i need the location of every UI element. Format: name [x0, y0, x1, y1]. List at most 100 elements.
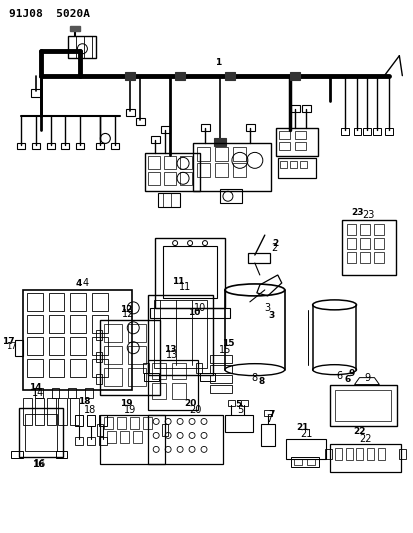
Text: 10: 10 — [193, 303, 206, 313]
Bar — [197, 148, 209, 161]
Bar — [92, 293, 108, 311]
Text: 17: 17 — [6, 342, 17, 351]
Bar — [136, 118, 145, 125]
Text: 22: 22 — [352, 427, 365, 436]
Bar — [58, 398, 67, 425]
Bar — [373, 252, 384, 263]
Text: 12: 12 — [122, 309, 134, 319]
Bar — [85, 387, 93, 398]
Bar — [356, 448, 363, 461]
Bar — [35, 387, 43, 398]
Bar — [224, 71, 234, 79]
Bar — [360, 224, 370, 235]
Bar — [155, 238, 224, 308]
Text: 19: 19 — [124, 405, 136, 415]
Bar — [70, 359, 86, 377]
Bar — [346, 252, 356, 263]
Bar — [117, 417, 126, 430]
Bar — [23, 290, 132, 390]
Bar — [76, 143, 84, 149]
Text: 91J08  5020A: 91J08 5020A — [9, 9, 90, 19]
Text: 4: 4 — [75, 279, 81, 288]
Bar — [360, 252, 370, 263]
Bar — [197, 163, 209, 177]
Text: 12: 12 — [120, 305, 132, 314]
Text: 9: 9 — [347, 369, 354, 378]
Bar — [290, 104, 299, 111]
Text: 16: 16 — [32, 460, 45, 469]
Bar — [277, 158, 315, 179]
Bar — [247, 253, 269, 263]
Bar — [373, 238, 384, 249]
Text: 9: 9 — [363, 373, 370, 383]
Text: 20: 20 — [188, 405, 201, 415]
Bar — [104, 324, 122, 342]
Bar — [46, 143, 55, 149]
Bar — [143, 417, 152, 430]
Bar — [92, 315, 108, 333]
Text: 16: 16 — [34, 459, 47, 470]
Bar — [26, 293, 43, 311]
Text: 2: 2 — [271, 243, 277, 253]
Bar — [96, 143, 104, 149]
Bar — [334, 390, 390, 422]
Bar — [163, 246, 216, 298]
Bar — [128, 324, 146, 342]
Bar — [68, 36, 96, 58]
Bar — [329, 445, 400, 472]
Bar — [152, 362, 166, 378]
Bar — [99, 438, 107, 446]
Bar — [341, 220, 395, 275]
Text: 11: 11 — [178, 282, 191, 292]
Bar — [278, 142, 289, 150]
Bar — [175, 71, 185, 79]
Bar — [301, 104, 310, 111]
Bar — [260, 424, 274, 447]
Text: 10: 10 — [188, 309, 200, 317]
Bar — [158, 193, 180, 207]
Bar — [214, 163, 228, 177]
Bar — [340, 128, 348, 135]
Bar — [70, 398, 79, 425]
Text: 2: 2 — [272, 239, 278, 248]
Bar — [70, 337, 86, 354]
Bar — [228, 400, 234, 406]
Bar — [70, 26, 80, 31]
Text: 11: 11 — [171, 278, 184, 286]
Text: 6: 6 — [344, 375, 350, 384]
Bar — [75, 415, 83, 426]
Bar — [87, 415, 95, 426]
Text: 13: 13 — [164, 345, 176, 354]
Bar — [148, 360, 197, 409]
Bar — [148, 415, 223, 464]
Bar — [233, 148, 245, 161]
Bar — [164, 172, 176, 185]
Bar — [17, 143, 24, 149]
Bar — [399, 449, 405, 459]
Bar — [196, 362, 202, 373]
Bar — [385, 128, 392, 135]
Bar — [55, 451, 67, 458]
Bar — [11, 451, 23, 458]
Bar — [209, 365, 231, 373]
Bar — [26, 359, 43, 377]
Bar — [192, 143, 270, 191]
Bar — [148, 295, 212, 375]
Bar — [278, 132, 289, 140]
Bar — [329, 385, 396, 426]
Text: 22: 22 — [358, 434, 371, 445]
Bar — [107, 431, 116, 443]
Bar — [293, 459, 301, 465]
Bar — [201, 125, 209, 132]
Bar — [294, 132, 305, 140]
Bar — [172, 383, 185, 399]
Bar — [209, 354, 231, 362]
Bar — [346, 238, 356, 249]
Text: 23: 23 — [361, 210, 374, 220]
Bar — [373, 224, 384, 235]
Text: 18: 18 — [84, 405, 96, 415]
Bar — [152, 383, 166, 399]
Text: 4: 4 — [82, 278, 88, 288]
Bar — [290, 457, 318, 467]
Bar — [46, 398, 55, 425]
